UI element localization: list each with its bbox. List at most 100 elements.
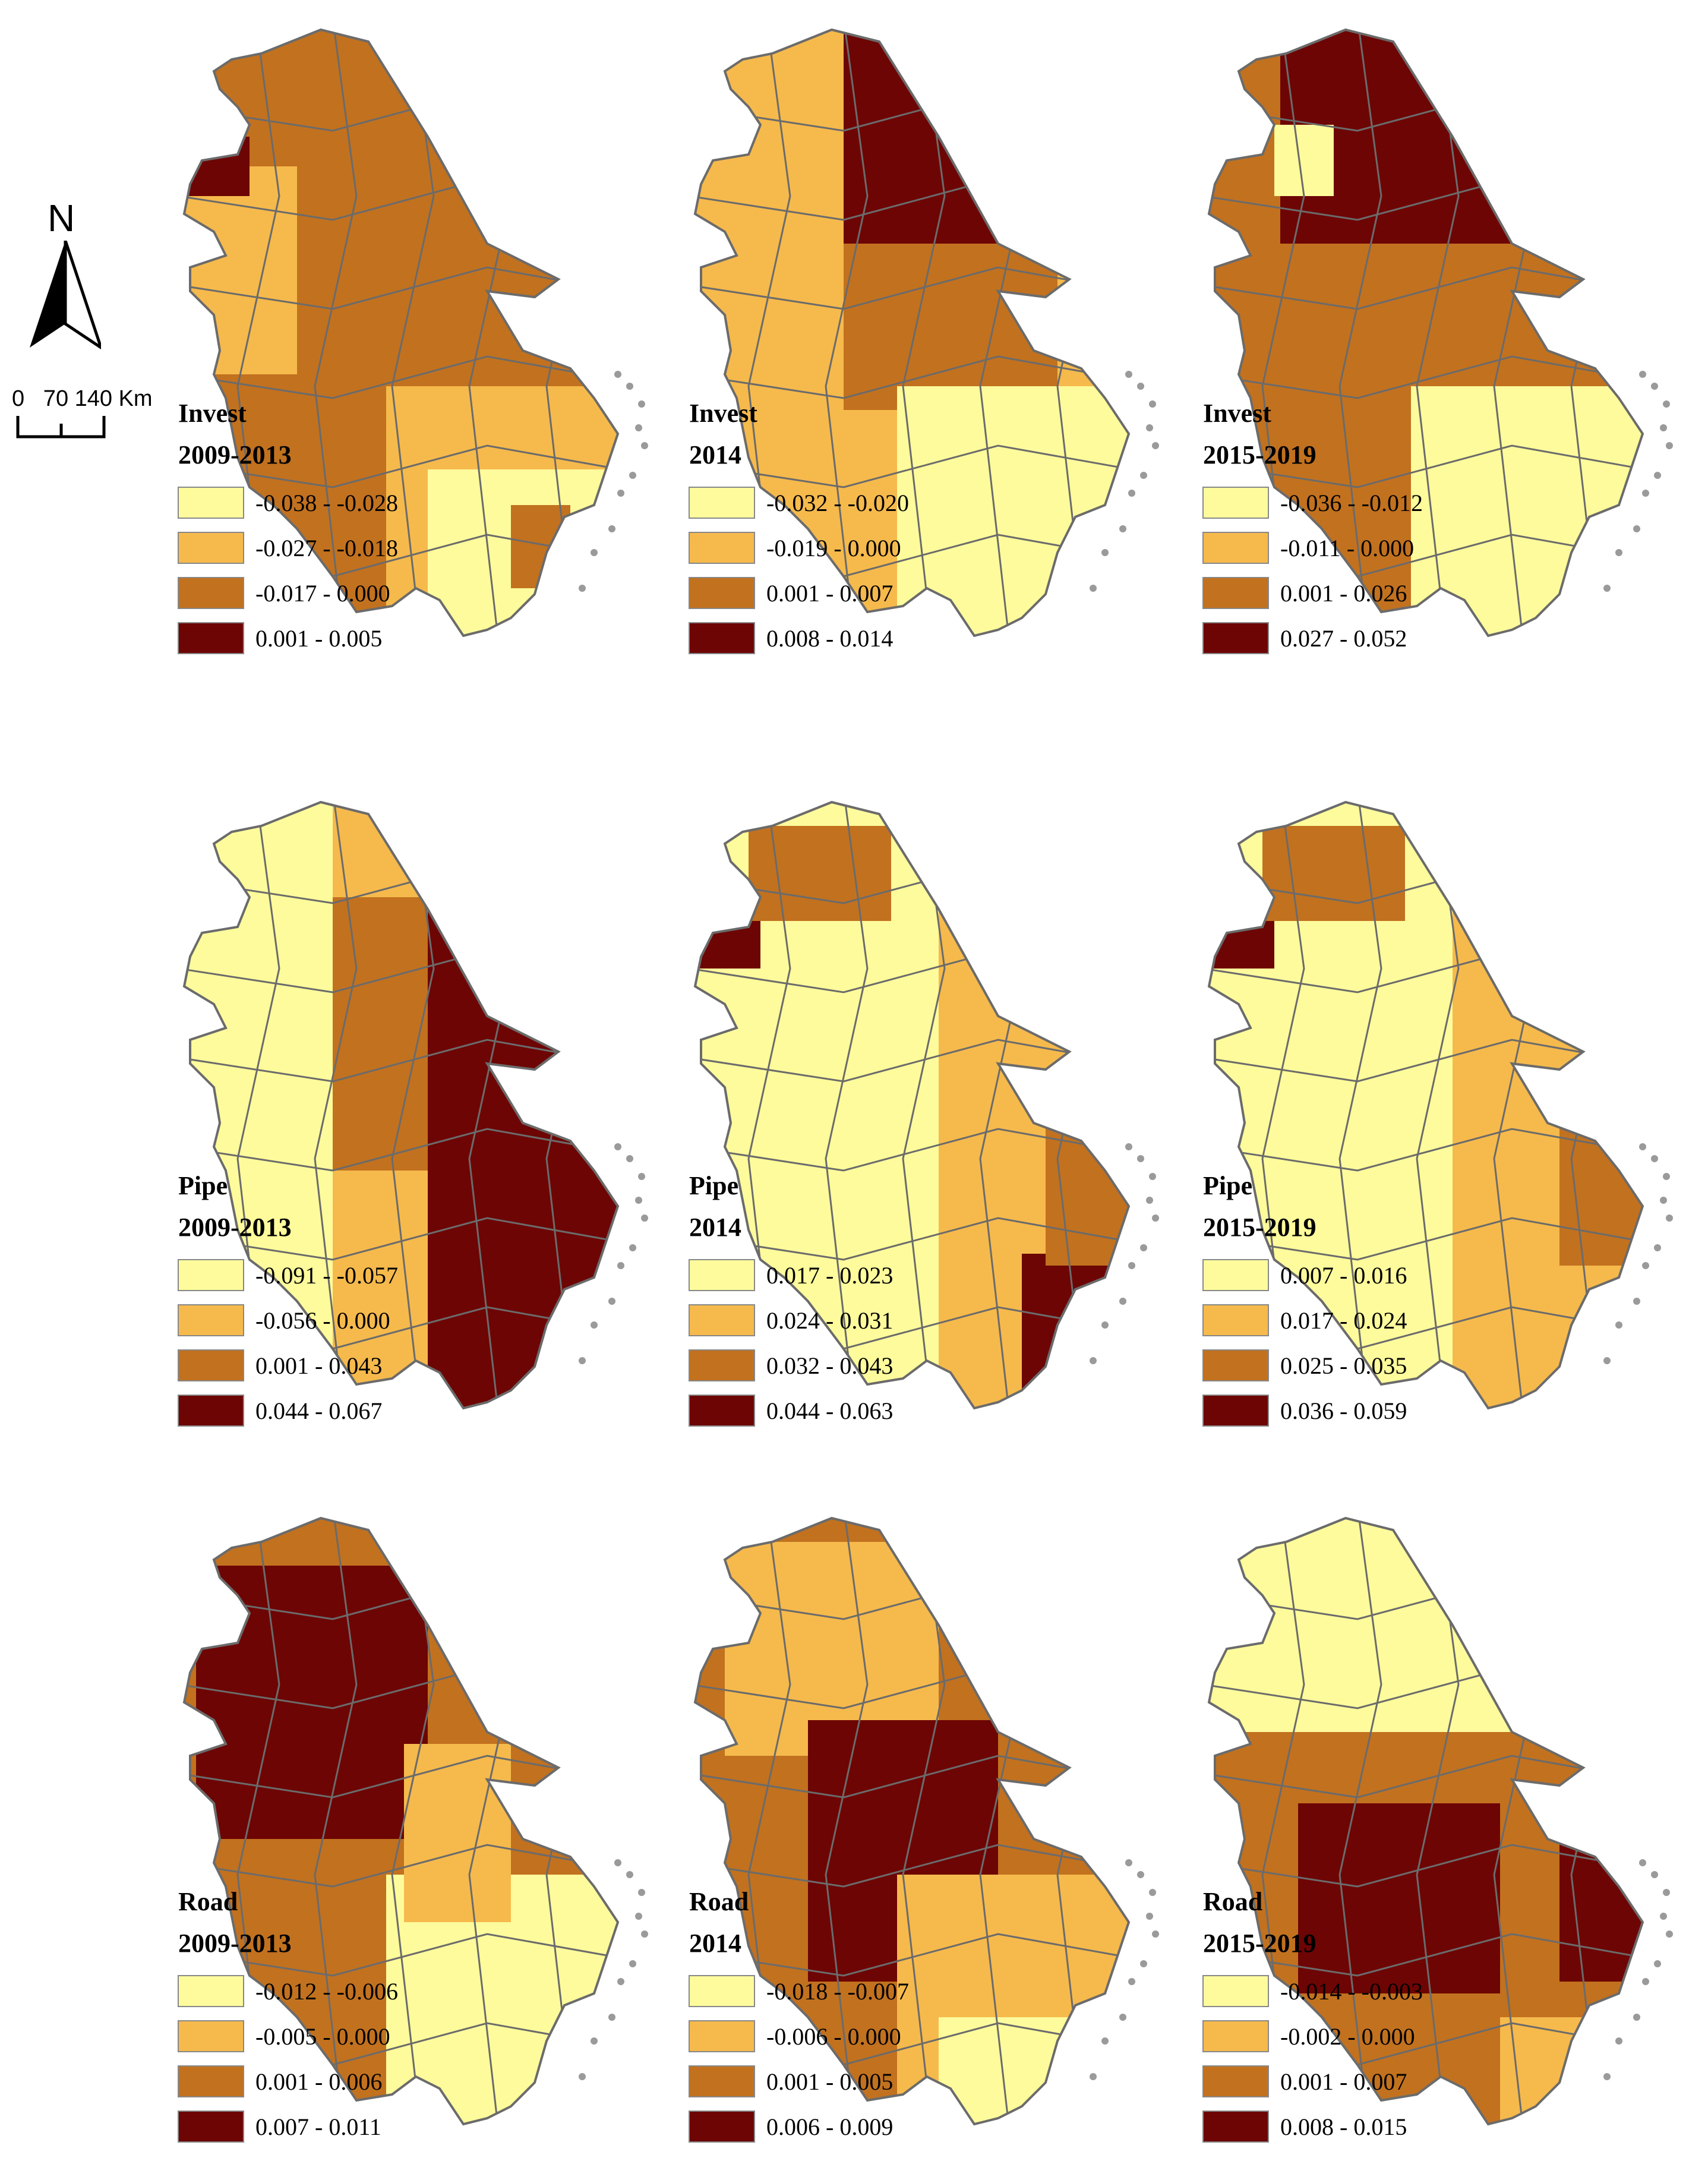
- region-outline: [1207, 28, 1644, 638]
- legend-label: 0.001 - 0.005: [766, 2068, 893, 2095]
- island: [1666, 442, 1673, 449]
- region-zone: [1559, 1815, 1643, 1982]
- legend-swatch: [1202, 577, 1269, 609]
- region-zone: [1262, 826, 1405, 921]
- county-boundary: [314, 30, 358, 636]
- map-panel-road-2015-2019: Road 2015-2019 -0.014 - -0.003 -0.002 - 0.0…: [1202, 1516, 1673, 2143]
- legend-swatch: [1202, 532, 1269, 564]
- legend-label: -0.014 - -0.003: [1280, 1978, 1423, 2005]
- region-zone: [428, 802, 618, 1408]
- island: [1639, 371, 1646, 378]
- north-arrow-icon: [30, 241, 101, 350]
- legend-label: -0.012 - -0.006: [255, 1978, 398, 2005]
- county-boundary: [1209, 1217, 1643, 1261]
- legend-variable: Pipe: [689, 1171, 738, 1200]
- legend-label: 0.044 - 0.063: [766, 1398, 893, 1424]
- legend-label: -0.005 - 0.000: [255, 2023, 390, 2050]
- legend-label: -0.036 - -0.012: [1280, 490, 1423, 516]
- island: [1146, 424, 1153, 431]
- county-boundary: [545, 1518, 589, 2124]
- island: [1603, 2073, 1611, 2080]
- county-boundary: [695, 1217, 1129, 1261]
- legend-swatch: [178, 1975, 244, 2007]
- legend-label: 0.007 - 0.011: [255, 2113, 381, 2140]
- legend-swatch: [689, 622, 755, 654]
- legend-swatch: [178, 487, 244, 519]
- county-boundary: [695, 1933, 1129, 1977]
- legend-swatch: [1202, 487, 1269, 519]
- island: [614, 371, 621, 378]
- legend-swatch: [178, 2111, 244, 2143]
- legend-variable: Invest: [1203, 399, 1271, 428]
- legend-label: 0.006 - 0.009: [766, 2113, 893, 2140]
- county-boundary: [1570, 30, 1614, 636]
- island: [1119, 525, 1126, 532]
- island: [1642, 1978, 1649, 1985]
- legend-period: 2009-2013: [178, 1929, 292, 1958]
- island: [1090, 1357, 1097, 1364]
- legend-swatch: [178, 1349, 244, 1381]
- region-outline: [693, 1516, 1131, 2126]
- region-zone: [196, 1566, 428, 1839]
- island: [1663, 1173, 1670, 1180]
- region-zone: [749, 826, 891, 921]
- island: [1642, 490, 1649, 497]
- island: [1140, 1960, 1147, 1967]
- island: [1146, 1913, 1153, 1920]
- county-boundary: [314, 1518, 358, 2124]
- island: [1639, 1859, 1646, 1866]
- county-boundary: [1209, 1844, 1643, 1888]
- island: [1660, 424, 1667, 431]
- region-zone: [1274, 125, 1334, 196]
- island: [635, 1913, 642, 1920]
- legend-swatch: [1202, 1975, 1269, 2007]
- island: [1090, 2073, 1097, 2080]
- legend-label: -0.011 - 0.000: [1280, 535, 1414, 561]
- island: [1125, 371, 1132, 378]
- legend-period: 2009-2013: [178, 1213, 292, 1242]
- legend-label: 0.024 - 0.031: [766, 1307, 893, 1334]
- legend-label: 0.017 - 0.024: [1280, 1307, 1407, 1334]
- legend-label: 0.025 - 0.035: [1280, 1352, 1407, 1379]
- region-outline: [182, 28, 620, 638]
- map-panel-pipe-2014: Pipe 2014 0.017 - 0.023 0.024 - 0.031 0.032 …: [689, 800, 1159, 1427]
- legend-label: -0.027 - -0.018: [255, 535, 398, 561]
- island: [1615, 1321, 1622, 1329]
- island: [1119, 1298, 1126, 1305]
- legend-label: -0.056 - 0.000: [255, 1307, 390, 1334]
- island: [1149, 1889, 1156, 1896]
- legend-label: 0.008 - 0.014: [766, 625, 893, 652]
- legend-label: -0.006 - 0.000: [766, 2023, 901, 2050]
- legend-label: 0.027 - 0.052: [1280, 625, 1407, 652]
- island: [641, 1930, 648, 1938]
- county-boundary: [184, 1844, 618, 1888]
- legend-label: 0.008 - 0.015: [1280, 2113, 1407, 2140]
- island: [1651, 383, 1658, 390]
- county-boundary: [184, 1933, 618, 1977]
- legend-label: 0.001 - 0.043: [255, 1352, 382, 1379]
- island: [614, 1859, 621, 1866]
- island: [1603, 1357, 1611, 1364]
- legend-swatch: [178, 2020, 244, 2052]
- legend-swatch: [689, 1259, 755, 1291]
- island: [1152, 442, 1159, 449]
- island: [1615, 2037, 1622, 2045]
- island: [1101, 549, 1109, 556]
- island: [626, 1155, 633, 1162]
- island: [1651, 1871, 1658, 1878]
- island: [1140, 472, 1147, 479]
- island: [635, 424, 642, 431]
- region-zone: [1046, 1099, 1129, 1266]
- island: [1101, 1321, 1109, 1329]
- island: [617, 1978, 624, 1985]
- legend-swatch: [1202, 1349, 1269, 1381]
- region-outline: [1207, 800, 1644, 1410]
- island: [1651, 1155, 1658, 1162]
- legend-label: 0.032 - 0.043: [766, 1352, 893, 1379]
- county-boundary: [825, 802, 869, 1408]
- county-boundary: [825, 30, 869, 636]
- north-label: N: [48, 197, 75, 239]
- region-zone: [939, 2017, 1105, 2124]
- scale-bar-label: 0 70 140 Km: [12, 386, 153, 411]
